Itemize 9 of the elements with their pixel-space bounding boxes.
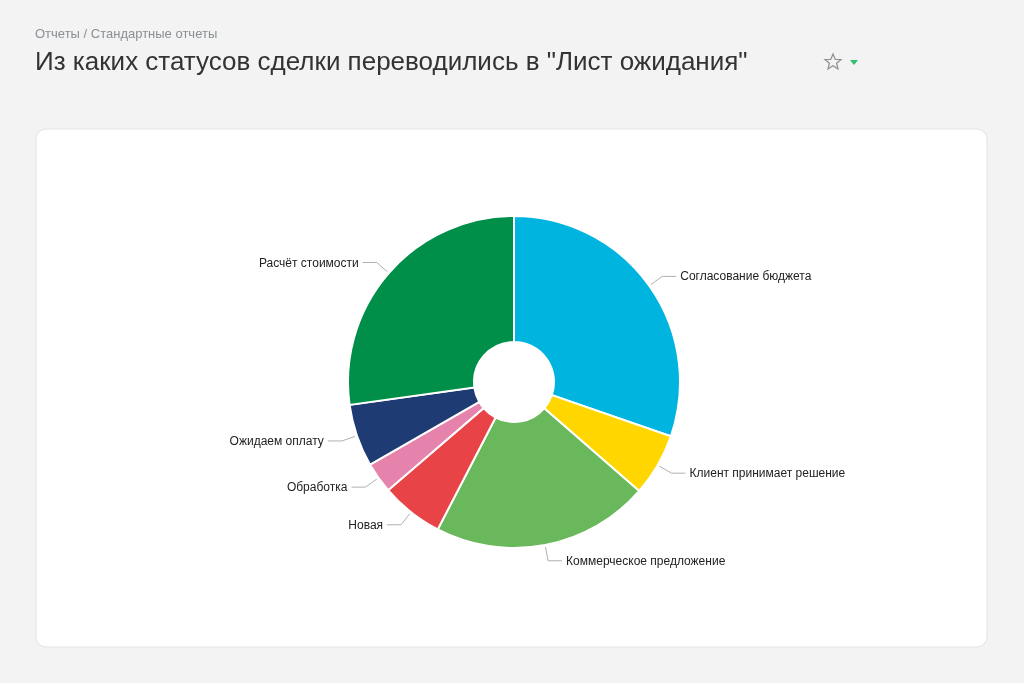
slice-label: Согласование бюджета: [680, 269, 812, 284]
slice-label: Ожидаем оплату: [229, 433, 324, 448]
slice-label: Обработка: [286, 480, 348, 495]
slice-label: Клиент принимает решение: [689, 466, 846, 481]
slice-label: Коммерческое предложение: [566, 553, 726, 568]
slice-label: Расчёт стоимости: [258, 255, 359, 270]
chart-title: Из каких статусов сделки переводились в "Лист ожидания": [35, 46, 748, 76]
slice-label: Новая: [348, 517, 384, 532]
chart-subtitle: Отчеты / Стандартные отчеты: [35, 26, 218, 41]
